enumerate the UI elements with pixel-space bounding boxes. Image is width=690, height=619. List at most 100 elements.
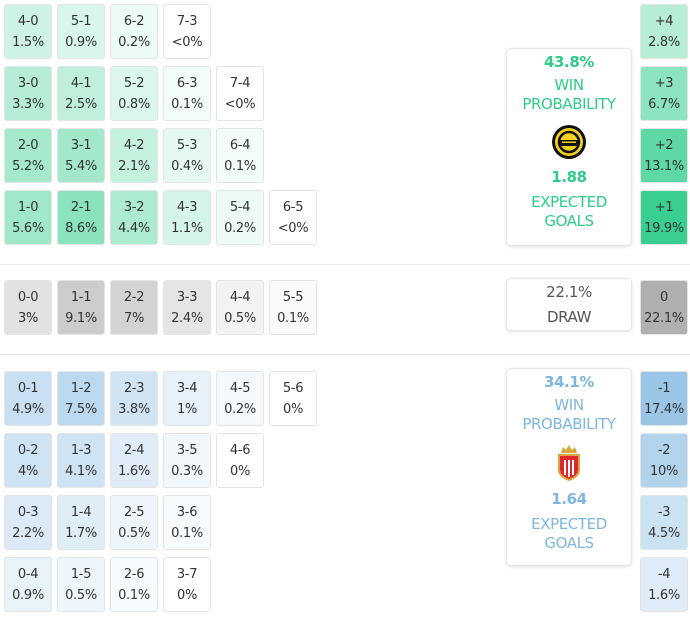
away-margin-column: -1 17.4% -2 10% -3 4.5% -4 1.6% (640, 371, 688, 619)
away-win-scoreline-grid: 0-1 4.9% 1-2 7.5% 2-3 3.8% 3-4 1% 4-5 0.2% 5-6 0% 0-… (4, 371, 317, 619)
score-cell: 0-1 4.9% (4, 371, 52, 426)
scoreline: 3-7 (176, 566, 198, 582)
scoreline: 4-5 (229, 380, 251, 396)
scoreline: 3-0 (17, 75, 39, 91)
scoreline: 5-4 (229, 199, 251, 215)
score-cell: 4-3 1.1% (163, 190, 211, 245)
scoreline: 6-5 (282, 199, 304, 215)
draw-probability: 22.1% (546, 282, 592, 301)
goal-margin-cell: -2 10% (640, 433, 688, 488)
probability: 0.9% (65, 34, 97, 50)
probability: <0% (171, 34, 203, 50)
goal-margin-cell: -4 1.6% (640, 557, 688, 612)
score-cell: 3-0 3.3% (4, 66, 52, 121)
probability: 4.9% (12, 401, 44, 417)
scoreline: 2-5 (123, 504, 145, 520)
goal-margin-cell: 0 22.1% (640, 280, 688, 335)
score-cell: 5-3 0.4% (163, 128, 211, 183)
scoreline: 3-2 (123, 199, 145, 215)
score-cell: 3-6 0.1% (163, 495, 211, 550)
probability: 7% (123, 310, 145, 326)
probability: 8.6% (65, 220, 97, 236)
divider (0, 264, 690, 265)
probability: 19.9% (644, 220, 684, 236)
score-cell: 0-2 4% (4, 433, 52, 488)
scoreline: 7-3 (176, 13, 198, 29)
margin-row: -2 10% (640, 433, 688, 488)
probability: 13.1% (644, 158, 684, 174)
scoreline: 2-2 (123, 289, 145, 305)
away-summary-card: 34.1% WIN PROBABILITY 1.64 EXPECTED GOAL… (506, 368, 632, 566)
goal-margin-cell: +2 13.1% (640, 128, 688, 183)
scoreline: -4 (657, 566, 671, 582)
away-xg-label: EXPECTED GOALS (531, 515, 607, 552)
draw-summary-card: 22.1% DRAW (506, 278, 632, 331)
score-cell: 2-0 5.2% (4, 128, 52, 183)
scoreline: -2 (657, 442, 671, 458)
scoreline-row: 0-3 2.2% 1-4 1.7% 2-5 0.5% 3-6 0.1% (4, 495, 317, 550)
draw-scoreline-row: 0-0 3% 1-1 9.1% 2-2 7% 3-3 2.4% 4-4 0.5% 5-5 0.1% (4, 280, 317, 342)
scoreline: 4-1 (70, 75, 92, 91)
scoreline: 1-2 (70, 380, 92, 396)
score-cell: 6-5 <0% (269, 190, 317, 245)
scoreline: 1-5 (70, 566, 92, 582)
scoreline: 2-3 (123, 380, 145, 396)
probability: 2.5% (65, 96, 97, 112)
score-cell: 3-5 0.3% (163, 433, 211, 488)
home-win-probability: 43.8% (543, 53, 595, 71)
margin-row: -4 1.6% (640, 557, 688, 612)
draw-label: DRAW (546, 307, 592, 326)
probability: 5.4% (65, 158, 97, 174)
probability: 5.6% (12, 220, 44, 236)
score-cell: 0-0 3% (4, 280, 52, 335)
divider (0, 354, 690, 355)
probability: 10% (650, 463, 678, 479)
scoreline: +4 (654, 13, 674, 29)
score-cell: 1-5 0.5% (57, 557, 105, 612)
score-cell: 5-1 0.9% (57, 4, 105, 59)
scoreline: 4-6 (229, 442, 251, 458)
scoreline-row: 0-0 3% 1-1 9.1% 2-2 7% 3-3 2.4% 4-4 0.5% 5-5 0.1% (4, 280, 317, 335)
probability: 0.2% (118, 34, 150, 50)
probability: 9.1% (65, 310, 97, 326)
probability: 2.2% (12, 525, 44, 541)
goal-margin-cell: +3 6.7% (640, 66, 688, 121)
scoreline-row: 3-0 3.3% 4-1 2.5% 5-2 0.8% 6-3 0.1% 7-4 <0% (4, 66, 317, 121)
probability: 6.7% (648, 96, 680, 112)
score-cell: 1-3 4.1% (57, 433, 105, 488)
probability: 1.5% (12, 34, 44, 50)
scoreline: 4-3 (176, 199, 198, 215)
scoreline: 5-5 (282, 289, 304, 305)
scoreline: 6-3 (176, 75, 198, 91)
scoreline: 3-6 (176, 504, 198, 520)
scoreline: 1-0 (17, 199, 39, 215)
scoreline: 5-2 (123, 75, 145, 91)
probability: 3.3% (12, 96, 44, 112)
score-cell: 5-5 0.1% (269, 280, 317, 335)
scoreline: 7-4 (229, 75, 251, 91)
probability: 0.3% (171, 463, 203, 479)
probability: 0.8% (118, 96, 150, 112)
scoreline: 3-4 (176, 380, 198, 396)
score-cell: 5-4 0.2% (216, 190, 264, 245)
probability: 0.1% (171, 96, 203, 112)
scoreline: 5-3 (176, 137, 198, 153)
margin-row: +4 2.8% (640, 4, 688, 59)
home-win-label: WIN PROBABILITY (522, 76, 616, 113)
probability: 1.6% (648, 587, 680, 603)
probability: 2.8% (648, 34, 680, 50)
scoreline: 3-5 (176, 442, 198, 458)
score-cell: 4-4 0.5% (216, 280, 264, 335)
goal-margin-cell: +4 2.8% (640, 4, 688, 59)
away-expected-goals: 1.64 (551, 490, 587, 508)
scoreline: 6-2 (123, 13, 145, 29)
score-cell: 2-2 7% (110, 280, 158, 335)
probability: 0.5% (65, 587, 97, 603)
scoreline: 2-1 (70, 199, 92, 215)
score-cell: 1-2 7.5% (57, 371, 105, 426)
goal-margin-cell: +1 19.9% (640, 190, 688, 245)
score-cell: 2-5 0.5% (110, 495, 158, 550)
scoreline-row: 1-0 5.6% 2-1 8.6% 3-2 4.4% 4-3 1.1% 5-4 0.2% 6-5 <0… (4, 190, 317, 245)
probability: 1.1% (171, 220, 203, 236)
scoreline: +3 (654, 75, 674, 91)
